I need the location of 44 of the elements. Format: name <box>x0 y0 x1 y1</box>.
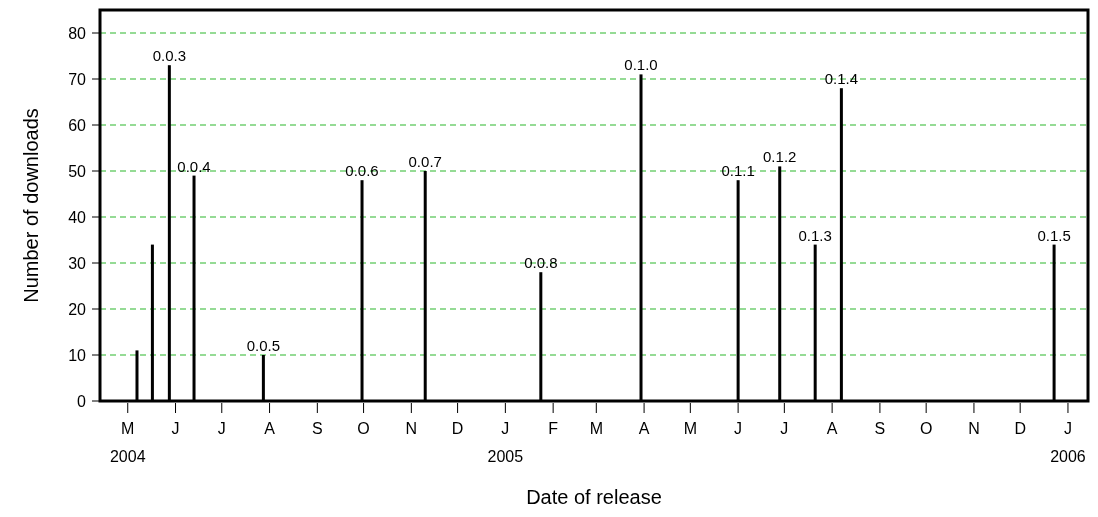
x-tick-label: N <box>405 420 418 437</box>
data-label: 0.1.3 <box>798 226 832 244</box>
y-tick-label: 50 <box>68 163 87 180</box>
data-label: 0.0.8 <box>524 254 558 272</box>
y-tick-label: 20 <box>68 301 87 318</box>
x-tick-label: O <box>357 420 370 437</box>
x-tick-label: J <box>217 420 226 437</box>
x-tick-label: A <box>826 420 838 437</box>
y-tick-label: 60 <box>68 117 87 134</box>
y-tick-label: 70 <box>68 71 87 88</box>
x-tick-label: J <box>780 420 789 437</box>
x-tick-label: J <box>171 420 180 437</box>
data-label: 0.1.2 <box>763 148 797 166</box>
y-tick-label: 40 <box>68 209 87 226</box>
data-label: 0.0.7 <box>408 153 442 170</box>
x-tick-label: A <box>638 420 650 437</box>
data-label: 0.1.5 <box>1037 226 1071 244</box>
y-tick-label: 80 <box>68 25 87 42</box>
data-label: 0.0.6 <box>345 162 379 180</box>
x-tick-label: S <box>311 420 323 437</box>
x-tick-label: A <box>264 420 276 437</box>
x-tick-label: D <box>451 420 464 437</box>
y-tick-label: 30 <box>68 255 87 272</box>
x-tick-label: J 2006 <box>1050 420 1086 465</box>
x-tick-label: J <box>734 420 743 437</box>
x-tick-label: F <box>548 420 559 437</box>
x-tick-label: J 2005 <box>487 420 524 465</box>
y-tick-label: 0 <box>77 393 87 410</box>
data-label: 0.0.5 <box>246 337 281 354</box>
data-label: 0.1.0 <box>624 56 658 74</box>
data-label: 0.1.1 <box>721 162 755 180</box>
x-tick-label: D <box>1014 420 1026 437</box>
x-tick-label: S <box>874 420 886 437</box>
x-tick-label: M <box>589 420 603 437</box>
x-tick-label: O <box>919 420 933 437</box>
data-label: 0.0.4 <box>177 157 211 175</box>
data-label: 0.1.4 <box>824 70 859 88</box>
x-tick-label: M <box>683 420 697 437</box>
x-axis-title: Date of release <box>526 486 662 508</box>
x-tick-label: N <box>968 420 980 437</box>
x-tick-label: M 2004 <box>109 420 146 465</box>
data-label: 0.0.3 <box>152 47 187 65</box>
y-axis-title: Number of downloads <box>20 108 42 303</box>
y-tick-label: 10 <box>68 347 87 364</box>
